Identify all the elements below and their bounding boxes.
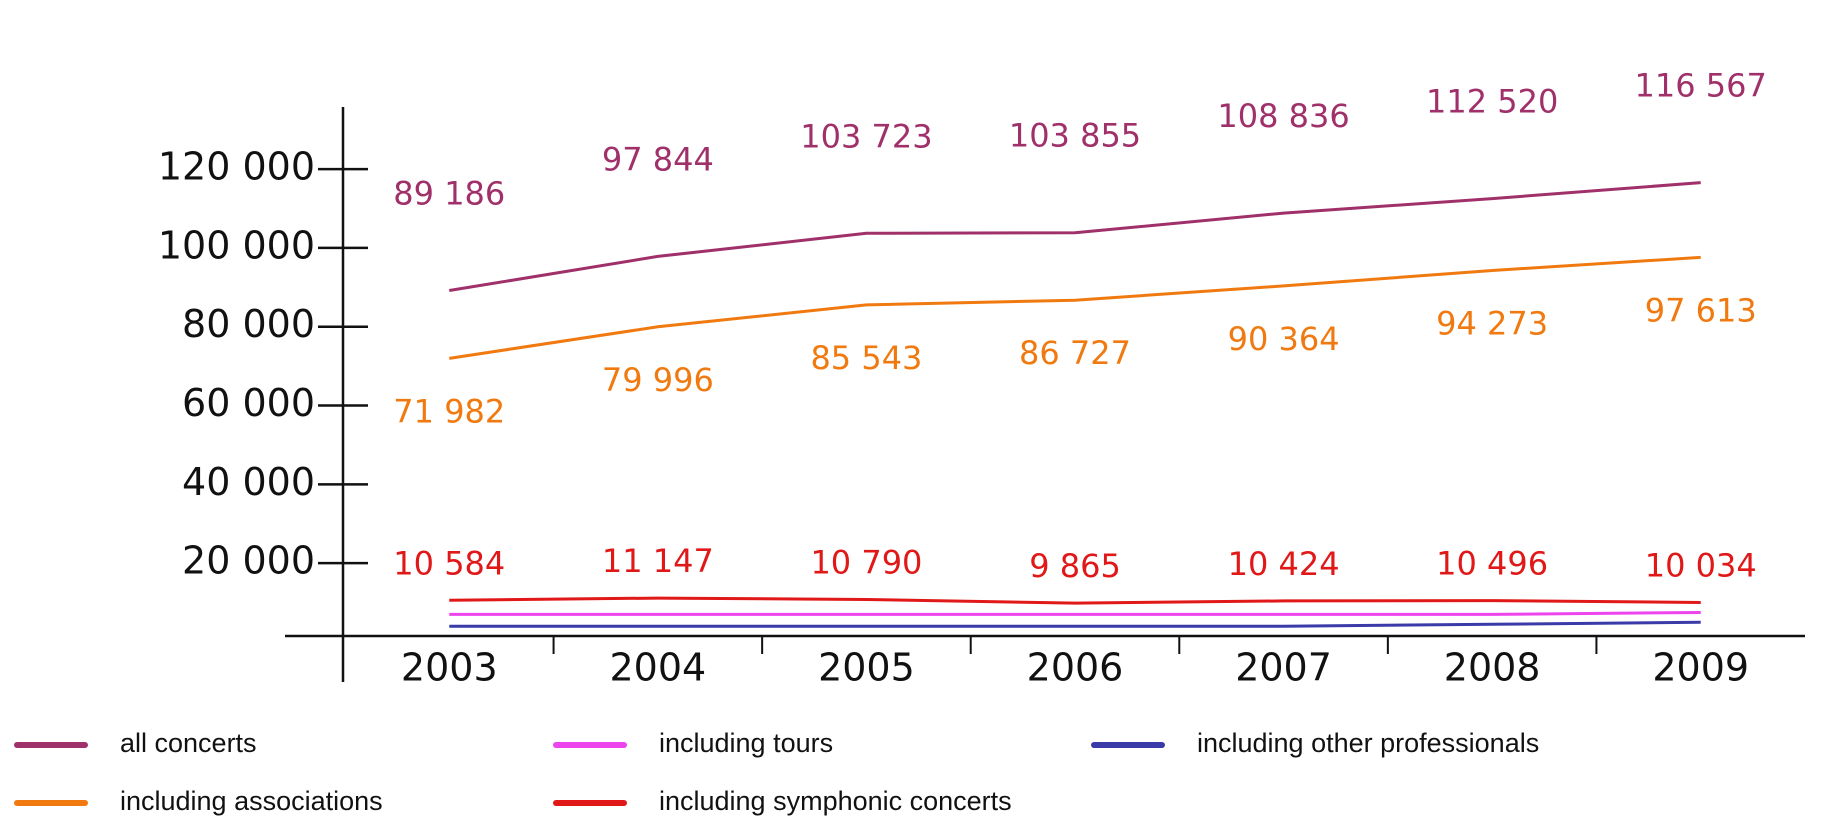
data-label: 89 186 bbox=[393, 175, 505, 213]
legend-label: including associations bbox=[120, 786, 383, 816]
data-label: 97 844 bbox=[602, 140, 714, 178]
series-line bbox=[449, 181, 1701, 293]
x-tick-label: 2004 bbox=[609, 646, 706, 690]
data-label: 94 273 bbox=[1436, 304, 1548, 342]
x-tick-label: 2008 bbox=[1444, 646, 1541, 690]
data-label: 10 424 bbox=[1228, 545, 1340, 583]
y-tick-label: 20 000 bbox=[182, 539, 315, 583]
y-tick-label: 120 000 bbox=[158, 145, 315, 189]
data-label: 86 727 bbox=[1019, 334, 1131, 372]
data-label: 11 147 bbox=[602, 542, 714, 580]
data-label: 103 723 bbox=[800, 117, 932, 155]
y-tick-label: 80 000 bbox=[182, 302, 315, 346]
legend-label: including symphonic concerts bbox=[659, 786, 1012, 816]
data-label: 85 543 bbox=[810, 339, 922, 377]
data-label: 10 034 bbox=[1645, 546, 1757, 584]
x-tick-label: 2005 bbox=[818, 646, 915, 690]
legend-label: including tours bbox=[659, 728, 833, 758]
data-label: 9 865 bbox=[1029, 547, 1121, 585]
x-tick-label: 2006 bbox=[1027, 646, 1124, 690]
legend-label: all concerts bbox=[120, 728, 257, 758]
series-line bbox=[449, 596, 1701, 605]
series-line bbox=[449, 610, 1701, 616]
data-label: 79 996 bbox=[602, 361, 714, 399]
series-line bbox=[449, 620, 1701, 628]
y-tick-label: 40 000 bbox=[182, 460, 315, 504]
data-label: 108 836 bbox=[1217, 97, 1349, 135]
data-label: 10 790 bbox=[810, 543, 922, 581]
x-tick-label: 2009 bbox=[1652, 646, 1749, 690]
data-label: 97 613 bbox=[1645, 291, 1757, 329]
series-line bbox=[449, 255, 1701, 360]
data-label: 10 496 bbox=[1436, 545, 1548, 583]
x-tick-label: 2007 bbox=[1235, 646, 1332, 690]
data-label: 71 982 bbox=[393, 392, 505, 430]
y-tick-label: 60 000 bbox=[182, 381, 315, 425]
legend-label: including other professionals bbox=[1197, 728, 1539, 758]
y-tick-label: 100 000 bbox=[158, 223, 315, 267]
x-tick-label: 2003 bbox=[401, 646, 498, 690]
data-label: 116 567 bbox=[1635, 67, 1767, 105]
data-label: 10 584 bbox=[393, 544, 505, 582]
data-label: 112 520 bbox=[1426, 83, 1558, 121]
data-label: 103 855 bbox=[1009, 117, 1141, 155]
data-label: 90 364 bbox=[1228, 320, 1340, 358]
